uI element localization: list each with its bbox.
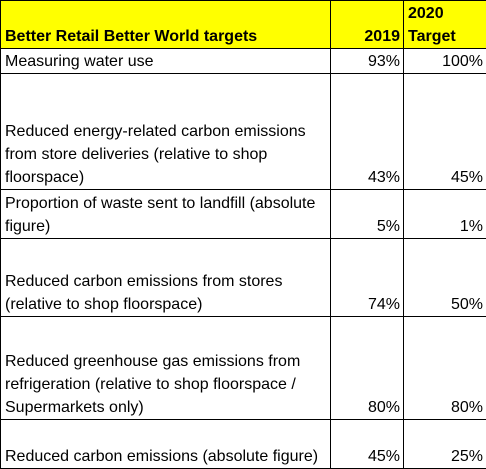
row-label: Reduced carbon emissions (absolute figur… — [0, 419, 331, 469]
row-label: Reduced greenhouse gas emissions from re… — [0, 316, 331, 420]
row-value-2019: 45% — [330, 419, 404, 469]
row-value-2020-target: 1% — [403, 189, 486, 239]
table-row: Proportion of waste sent to landfill (ab… — [0, 189, 486, 239]
table-row: Reduced carbon emissions (absolute figur… — [0, 419, 486, 469]
header-row: Better Retail Better World targets 2019 … — [0, 0, 486, 49]
header-2020-year: 2020 — [408, 5, 444, 22]
row-value-2019: 80% — [330, 316, 404, 420]
header-2020-label: Target — [408, 28, 456, 45]
header-title: Better Retail Better World targets — [0, 0, 331, 49]
header-2020-target: 2020 Target — [403, 0, 486, 49]
row-value-2020-target: 50% — [403, 238, 486, 317]
table-row: Measuring water use 93% 100% — [0, 48, 486, 74]
header-2019: 2019 — [330, 0, 404, 49]
row-value-2019: 5% — [330, 189, 404, 239]
row-value-2020-target: 45% — [403, 73, 486, 190]
row-value-2019: 43% — [330, 73, 404, 190]
row-value-2020-target: 100% — [403, 48, 486, 74]
table-row: Reduced energy-related carbon emissions … — [0, 73, 486, 190]
row-label: Measuring water use — [0, 48, 331, 74]
row-value-2019: 93% — [330, 48, 404, 74]
table-row: Reduced carbon emissions from stores (re… — [0, 238, 486, 317]
row-value-2020-target: 80% — [403, 316, 486, 420]
row-label: Reduced carbon emissions from stores (re… — [0, 238, 331, 317]
row-value-2019: 74% — [330, 238, 404, 317]
row-label: Proportion of waste sent to landfill (ab… — [0, 189, 331, 239]
row-label: Reduced energy-related carbon emissions … — [0, 73, 331, 190]
table-row: Reduced greenhouse gas emissions from re… — [0, 316, 486, 420]
row-value-2020-target: 25% — [403, 419, 486, 469]
